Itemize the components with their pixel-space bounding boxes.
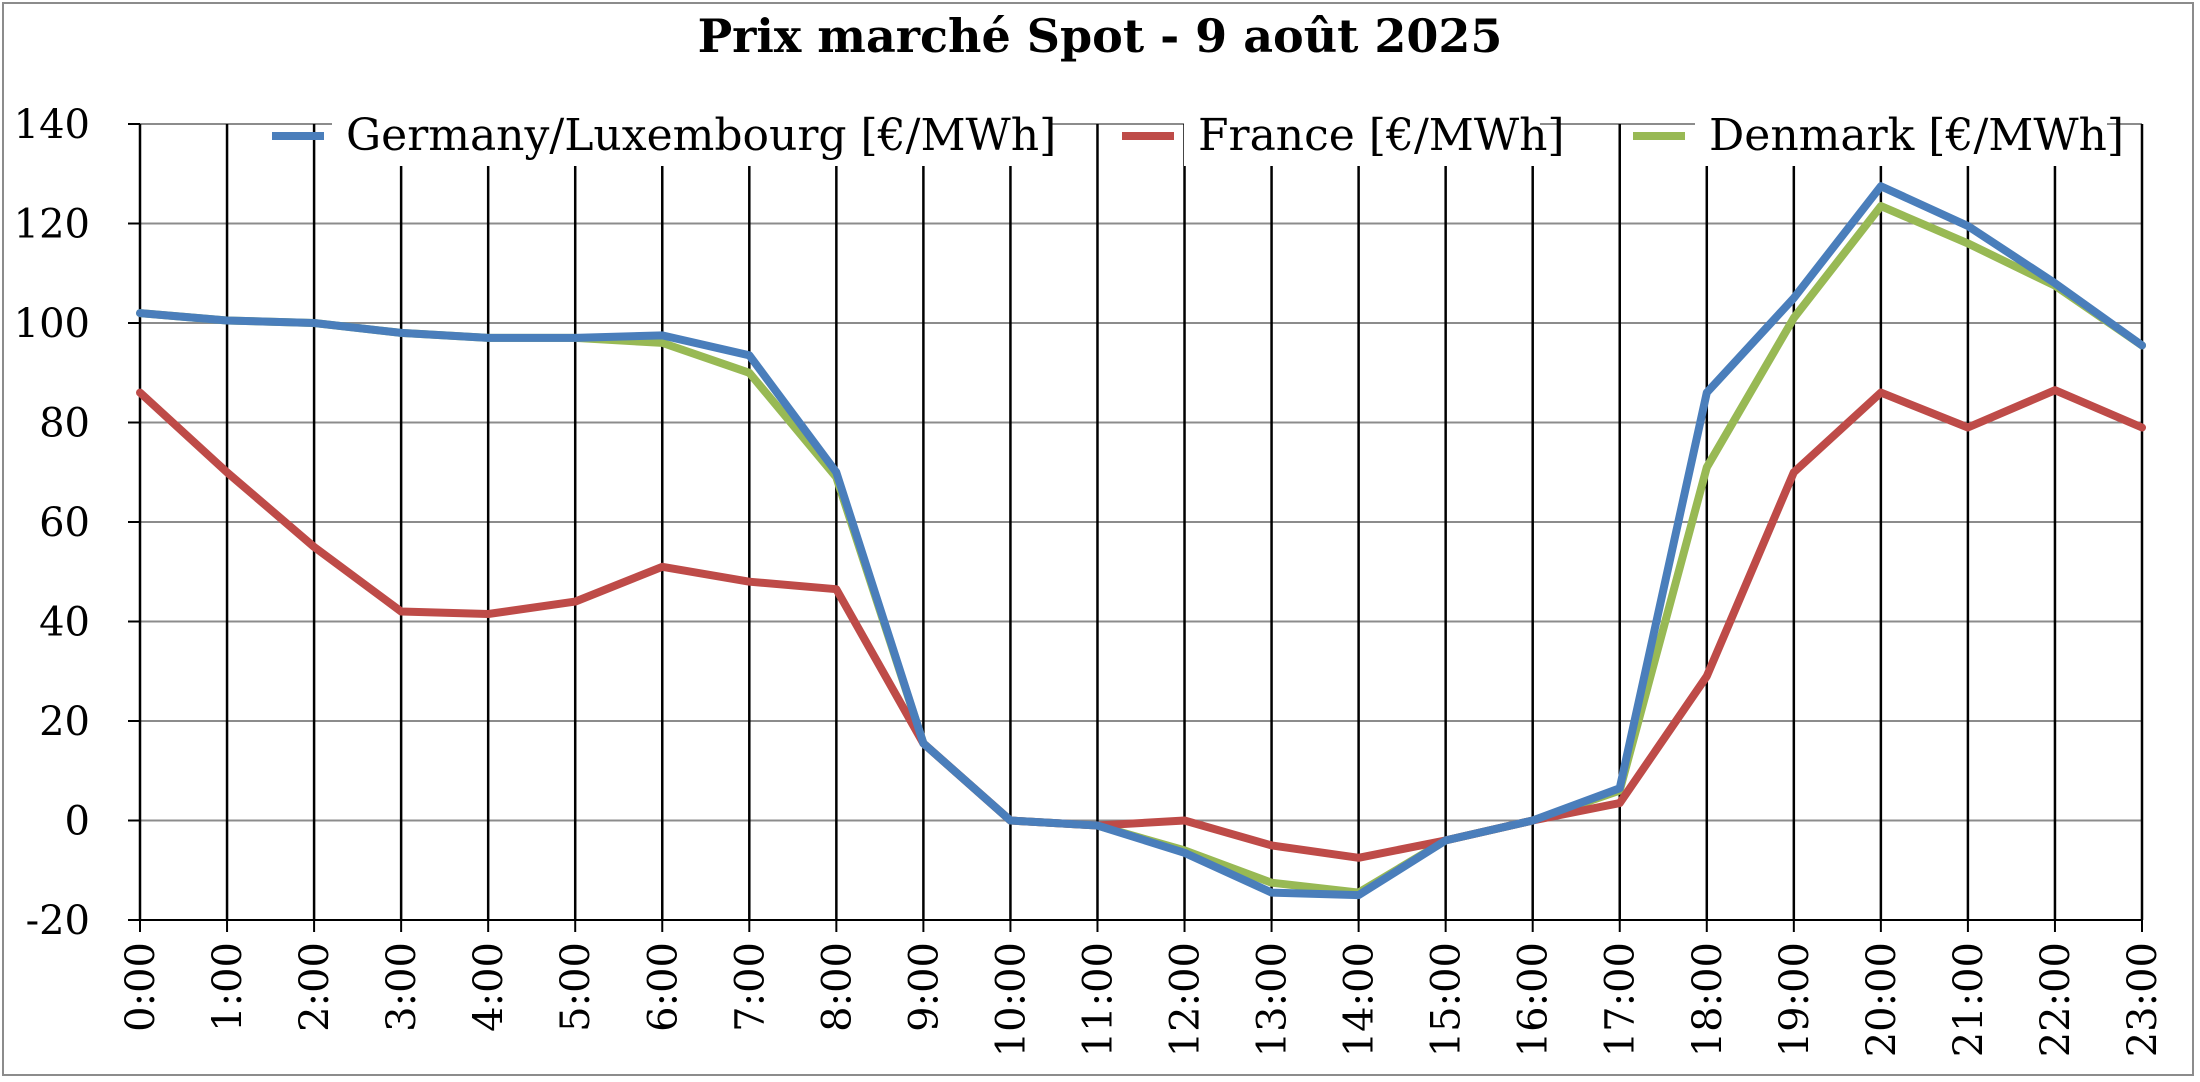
x-tick-label: 12:00 [1163,942,1209,1057]
series-0-point [137,310,143,317]
series-0-point [920,740,927,747]
series-0-point [1616,785,1623,792]
x-tick-label: 17:00 [1598,942,1644,1057]
series-line-2 [136,202,2146,897]
series-2-point [1703,464,1710,471]
y-tick-label: 140 [14,102,90,148]
x-tick-label: 9:00 [901,942,947,1032]
series-0-point [1007,817,1014,824]
legend-entry-background [1695,102,2107,166]
x-tick-label: 0:00 [118,942,164,1032]
series-0-point [1790,295,1797,302]
series-1-point [659,563,666,570]
series-1-point [224,469,231,476]
series-0-point [572,334,579,341]
series-1-point [1877,389,1884,396]
y-tick-label: -20 [26,898,90,944]
y-tick-label: 120 [14,202,90,248]
x-tick-label: 7:00 [727,942,773,1032]
series-2-point [1268,879,1275,886]
series-2-point [746,369,753,376]
series-0-point [311,320,318,326]
series-0-point [1094,822,1101,829]
legend: Germany/Luxembourg [€/MWh] France [€/MWh]… [272,102,2124,166]
x-tick-label: 10:00 [988,942,1034,1057]
x-tick-label: 22:00 [2033,942,2079,1057]
x-tick-label: 21:00 [1946,942,1992,1057]
x-tick-label: 4:00 [466,942,512,1032]
series-1-point [1268,842,1275,849]
series-0-point [398,329,405,336]
series-1-point [572,598,579,605]
legend-entry-background [332,102,1052,166]
series-1-point [746,578,753,585]
x-tick-label: 8:00 [814,942,860,1032]
series-line-1 [136,386,2146,862]
series-2-point [1964,240,1971,247]
x-tick-label: 13:00 [1250,942,1296,1057]
series-1-point [1616,800,1623,807]
series-0-point [833,469,840,476]
series-1-point [311,543,318,550]
series-0-point [1529,817,1536,824]
series-1-point [1964,424,1971,431]
x-tick-label: 3:00 [379,942,425,1032]
series-0-point [1181,849,1188,856]
x-tick-label: 6:00 [640,942,686,1032]
series-1-point [1790,469,1797,476]
x-tick-label: 15:00 [1424,942,1470,1057]
series-1-point [833,586,840,593]
series-0-point [1355,892,1362,899]
series-0-point [224,317,231,324]
series-1-point [2051,387,2058,394]
series-0-point [1877,183,1884,190]
series-1-point [137,389,143,396]
series-2-point [1877,203,1884,210]
x-tick-label: 18:00 [1685,942,1731,1057]
series-1-point [1181,817,1188,824]
series-2-point [659,339,666,346]
series-0-point [1964,222,1971,229]
legend-label: Denmark [€/MWh] [1709,110,2124,161]
series-lines [136,182,2146,900]
x-tick-label: 20:00 [1859,942,1905,1057]
x-tick-label: 1:00 [205,942,251,1032]
x-tick-label: 16:00 [1511,942,1557,1057]
legend-entry-background [1184,102,1540,166]
series-1-point [485,611,492,618]
x-tick-label: 5:00 [553,942,599,1032]
y-tick-label: 0 [65,799,90,845]
legend-label: France [€/MWh] [1198,110,1565,161]
series-1-point [398,608,405,615]
legend-label: Germany/Luxembourg [€/MWh] [346,110,1056,161]
y-tick-label: 60 [39,500,90,546]
series-2-point [1790,315,1797,322]
x-tick-label: 14:00 [1337,942,1383,1057]
x-tick-label: 19:00 [1772,942,1818,1057]
x-tick-label: 2:00 [292,942,338,1032]
series-1-point [1703,673,1710,680]
series-1-point [1355,854,1362,861]
x-tick-label: 23:00 [2120,942,2166,1057]
y-tick-label: 80 [39,401,90,447]
grid [138,123,2144,921]
series-0-point [2139,342,2145,349]
chart-title: Prix marché Spot - 9 août 2025 [698,9,1503,63]
series-0-point [2051,280,2058,287]
y-tick-label: 40 [39,600,90,646]
y-tick-label: 100 [14,301,90,347]
series-0-point [659,332,666,339]
series-0-point [485,334,492,341]
series-0-point [746,352,753,359]
series-line-0 [136,182,2146,900]
axes: -20 0 20 40 60 80 100 120 140 0:00 1:00 2:00 3:00 4:0… [14,102,2166,1057]
series-0-point [1703,389,1710,396]
x-tick-label: 11:00 [1075,942,1121,1057]
series-0-point [1442,837,1449,844]
series-1-point [2139,424,2145,431]
series-0-point [1268,889,1275,896]
y-tick-label: 20 [39,699,90,745]
